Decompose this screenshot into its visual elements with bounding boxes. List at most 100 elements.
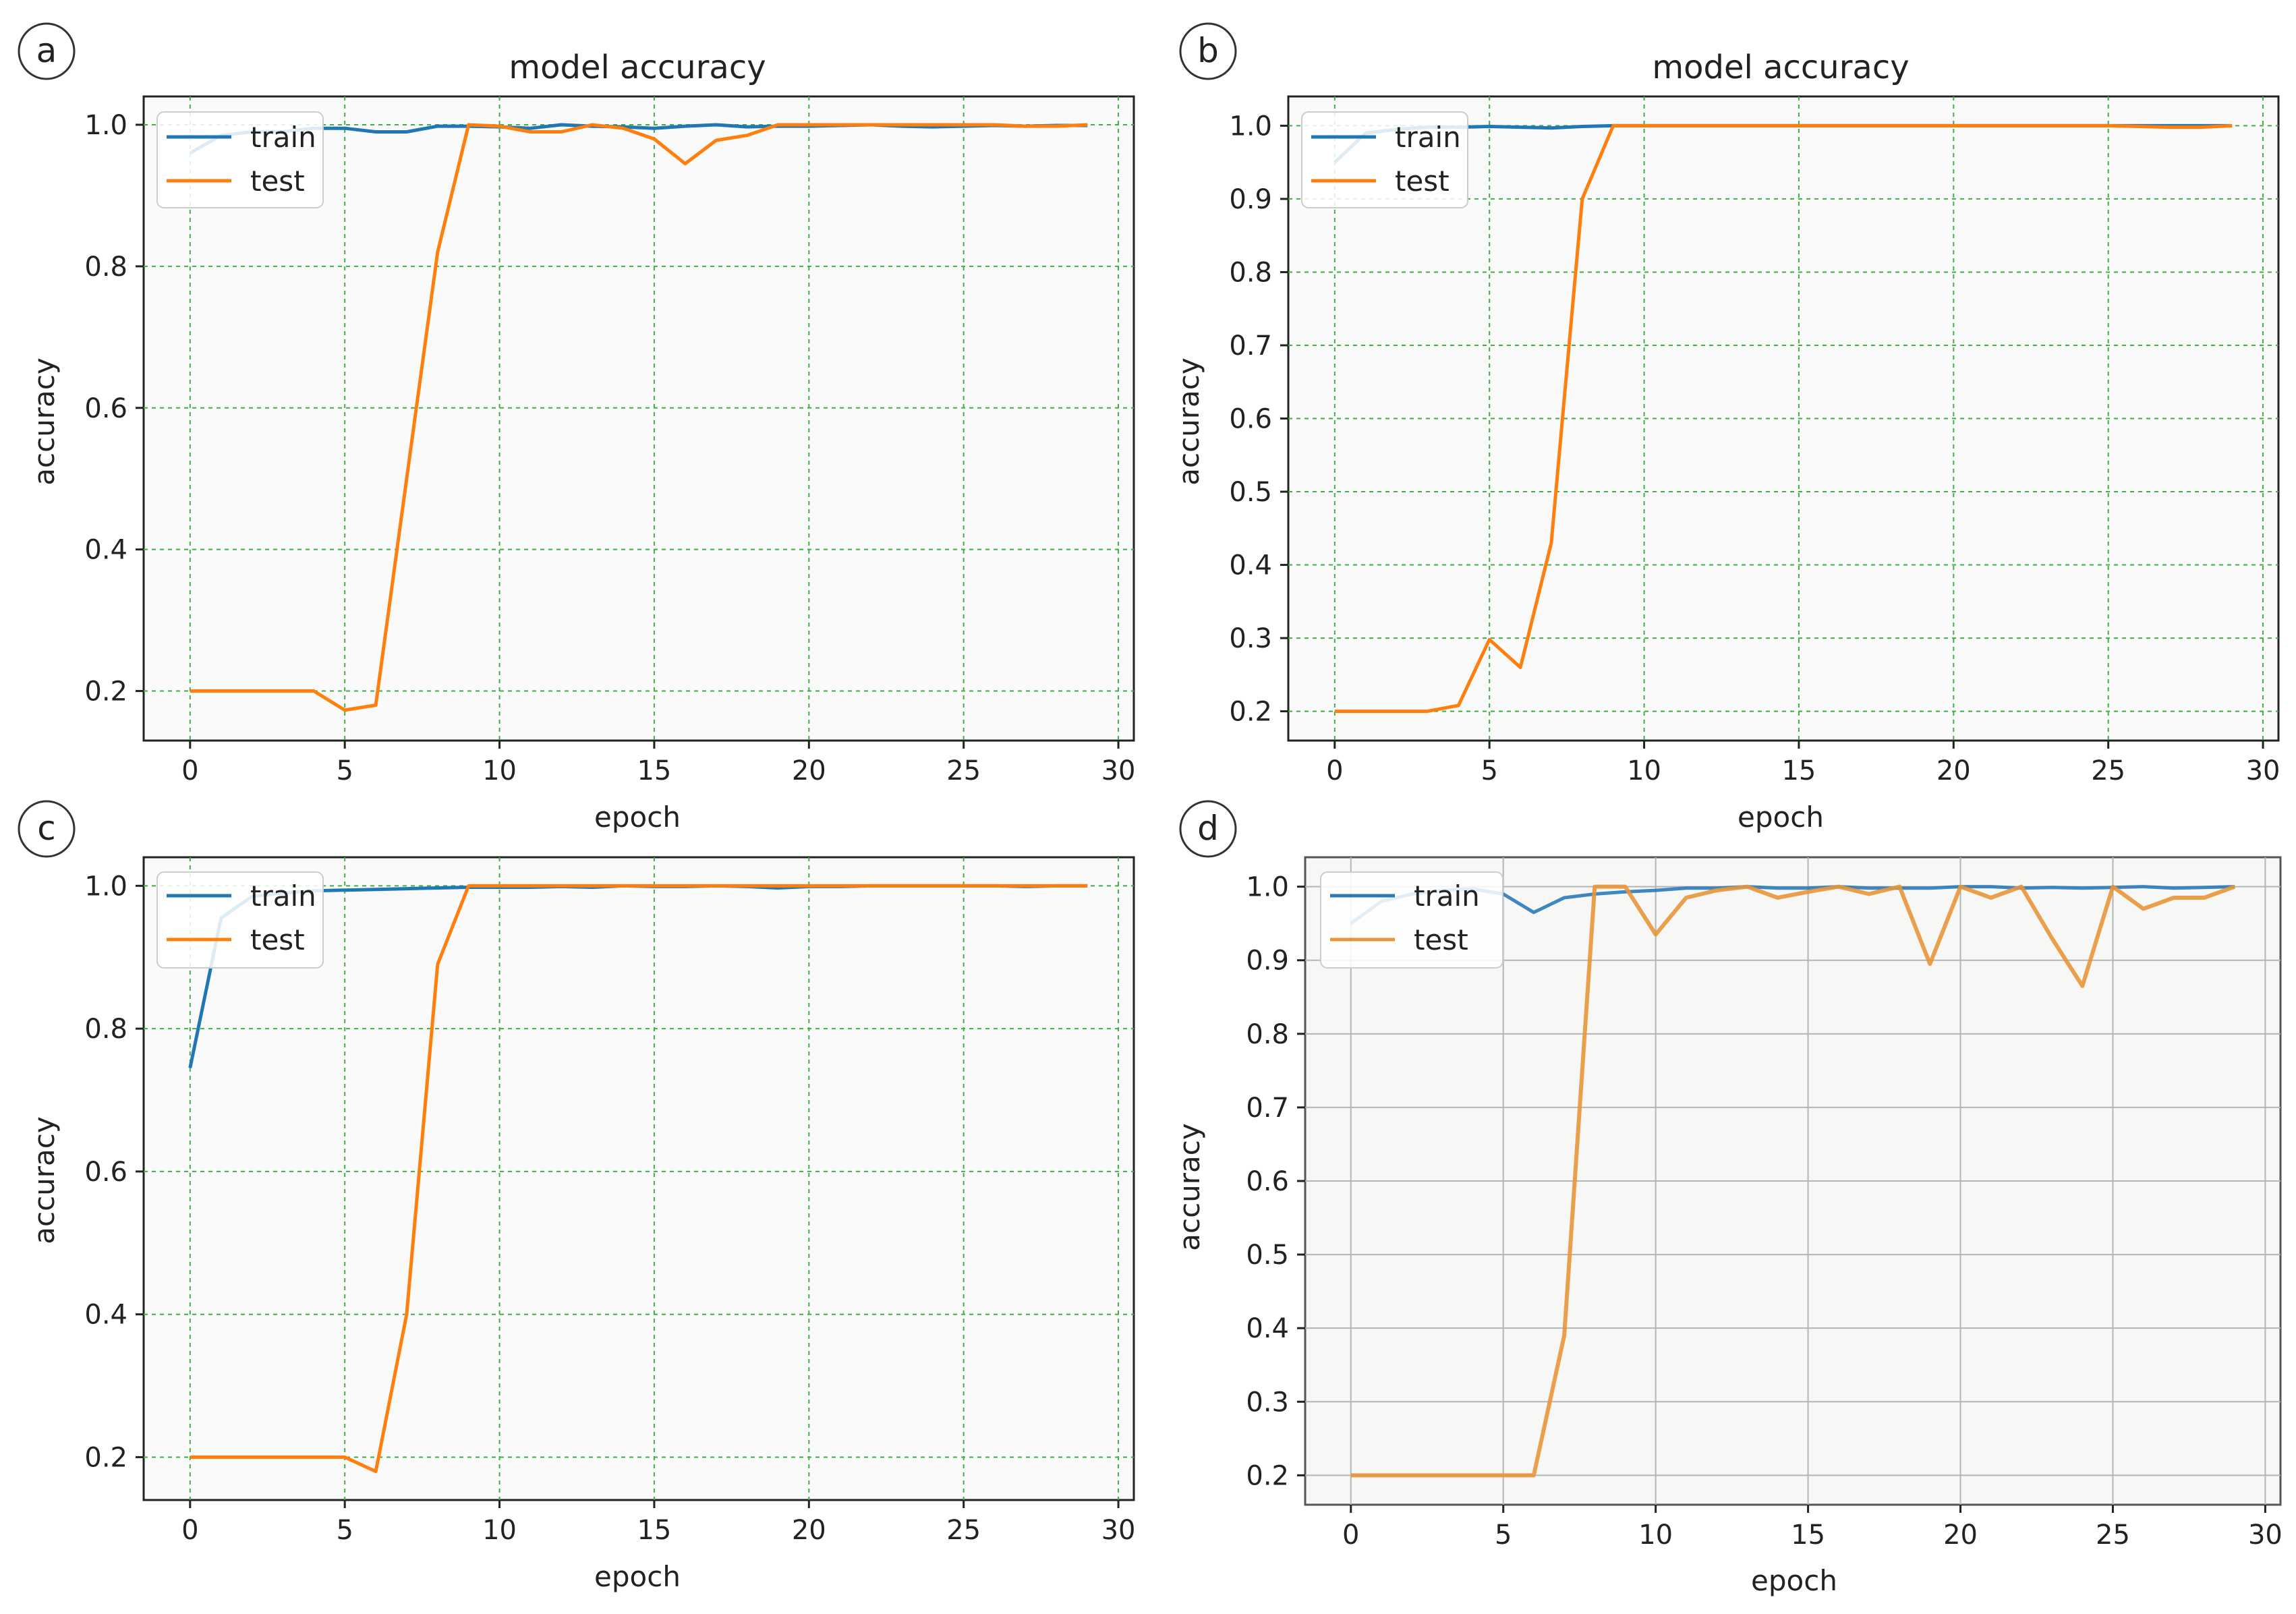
panel-label-c: c	[37, 809, 56, 848]
x-tick-label-a-3: 15	[637, 755, 671, 786]
panel-label-a: a	[36, 31, 57, 70]
gridlines-b	[1288, 96, 2278, 741]
x-tick-label-d-6: 30	[2248, 1520, 2283, 1551]
y-axis-label-a: accuracy	[28, 357, 61, 486]
legend-b: train test	[1301, 111, 1468, 208]
legend-label-test-d: test	[1414, 923, 1468, 956]
x-axis-label-a: epoch	[594, 801, 681, 834]
gridlines-d	[1305, 857, 2280, 1505]
panel-b: b model accuracy 0 5 10 15 20 25 30 0.20.30.40…	[1172, 22, 2280, 834]
legend-label-train-c: train	[250, 880, 316, 913]
x-tick-label-c-5: 25	[946, 1515, 981, 1546]
panel-badge-c	[18, 800, 76, 858]
y-ticks-b: 0.2 0.3 0.4 0.5 0.6 0.7 0.8 0.9 1.0	[1229, 111, 1288, 728]
series-line-test-c	[190, 884, 1088, 1474]
x-tick-label-b-6: 30	[2246, 755, 2280, 786]
x-tick-label-b-5: 25	[2091, 755, 2125, 786]
y-tick-label-d-3: 0.5	[1246, 1240, 1289, 1271]
x-tick-label-c-1: 5	[336, 1515, 353, 1546]
y-tick-label-c-1: 0.4	[84, 1300, 127, 1331]
y-tick-label-d-1: 0.3	[1246, 1387, 1289, 1418]
legend-a: train test	[156, 111, 324, 208]
y-ticks-a: 0.2 0.4 0.6 0.8 1.0	[84, 110, 144, 708]
x-tick-label-c-4: 20	[792, 1515, 826, 1546]
y-tick-label-d-2: 0.4	[1246, 1313, 1289, 1344]
x-tick-label-d-1: 5	[1495, 1520, 1512, 1551]
y-tick-label-b-5: 0.7	[1229, 330, 1272, 362]
y-tick-label-d-4: 0.6	[1246, 1166, 1289, 1197]
y-axis-label-b: accuracy	[1172, 357, 1205, 486]
x-tick-label-a-0: 0	[181, 755, 198, 786]
y-tick-label-b-0: 0.2	[1229, 697, 1272, 728]
y-tick-label-c-0: 0.2	[84, 1442, 127, 1473]
series-line-test-d	[1350, 884, 2236, 1478]
y-tick-label-b-7: 0.9	[1229, 184, 1272, 215]
x-tick-label-b-4: 20	[1936, 755, 1971, 786]
panel-d: d 0 5 10 15 20 25 30 0.2 0.3 0.4 0.5 0.6 0.7 0.8 0.9 1…	[1173, 800, 2283, 1597]
panel-label-b: b	[1197, 31, 1219, 70]
y-tick-label-a-4: 1.0	[84, 110, 127, 141]
legend-label-test-a: test	[250, 165, 305, 198]
y-axis-label-d: accuracy	[1173, 1123, 1206, 1251]
x-tick-label-a-5: 25	[946, 755, 981, 786]
legend-d: train test	[1320, 871, 1503, 969]
series-line-test-b	[1334, 123, 2233, 714]
y-tick-label-d-7: 0.9	[1246, 946, 1289, 977]
panel-a: a model accuracy 0 5 10 15 20 25 30 0.20.40.60…	[18, 22, 1136, 834]
legend-label-test-c: test	[250, 923, 305, 956]
x-axis-label-c: epoch	[594, 1560, 681, 1593]
y-ticks-c: 0.2 0.4 0.6 0.8 1.0	[84, 871, 144, 1473]
x-ticks-c: 0 5 10 15 20 25 30	[181, 1500, 1136, 1546]
y-tick-label-b-3: 0.5	[1229, 477, 1272, 508]
y-tick-label-a-0: 0.2	[84, 676, 127, 708]
x-tick-label-a-6: 30	[1101, 755, 1136, 786]
series-line-test-a	[190, 123, 1088, 712]
panel-badge-d	[1179, 800, 1237, 858]
y-tick-label-b-1: 0.3	[1229, 623, 1272, 654]
y-axis-label-c: accuracy	[28, 1116, 61, 1244]
x-tick-label-d-2: 10	[1638, 1520, 1673, 1551]
y-tick-label-a-1: 0.4	[84, 535, 127, 566]
x-tick-label-c-2: 10	[482, 1515, 517, 1546]
y-ticks-d: 0.2 0.3 0.4 0.5 0.6 0.7 0.8 0.9 1.0	[1246, 872, 1305, 1491]
y-tick-label-b-6: 0.8	[1229, 257, 1272, 288]
y-tick-label-d-8: 1.0	[1246, 872, 1289, 903]
x-tick-label-b-2: 10	[1627, 755, 1661, 786]
panel-label-d: d	[1197, 809, 1219, 848]
legend-label-train-a: train	[250, 121, 316, 154]
x-tick-label-a-4: 20	[792, 755, 826, 786]
x-tick-label-a-2: 10	[482, 755, 517, 786]
x-ticks-d: 0 5 10 15 20 25 30	[1342, 1505, 2283, 1551]
x-ticks-a: 0 5 10 15 20 25 30	[181, 741, 1136, 786]
x-tick-label-c-6: 30	[1101, 1515, 1136, 1546]
chart-title-b: model accuracy	[1652, 49, 1909, 86]
y-tick-label-c-4: 1.0	[84, 871, 127, 902]
x-tick-label-c-0: 0	[181, 1515, 198, 1546]
x-ticks-b: 0 5 10 15 20 25 30	[1326, 741, 2280, 786]
y-tick-label-b-2: 0.4	[1229, 550, 1272, 581]
x-tick-label-d-4: 20	[1943, 1520, 1978, 1551]
y-tick-label-b-4: 0.6	[1229, 404, 1272, 435]
gridlines-a	[144, 96, 1134, 741]
y-tick-label-b-8: 1.0	[1229, 111, 1272, 142]
y-tick-label-a-3: 0.8	[84, 252, 127, 283]
series-line-train-a	[189, 123, 1088, 155]
x-tick-label-d-0: 0	[1342, 1520, 1359, 1551]
x-tick-label-b-3: 15	[1781, 755, 1816, 786]
legend-label-test-b: test	[1395, 165, 1450, 198]
x-tick-label-b-0: 0	[1326, 755, 1343, 786]
y-tick-label-c-3: 0.8	[84, 1014, 127, 1045]
x-tick-label-b-1: 5	[1481, 755, 1497, 786]
x-tick-label-d-3: 15	[1791, 1520, 1825, 1551]
legend-label-train-b: train	[1395, 121, 1461, 154]
legend-c: train test	[156, 871, 324, 969]
y-tick-label-d-6: 0.8	[1246, 1019, 1289, 1050]
legend-label-train-d: train	[1414, 880, 1480, 913]
x-axis-label-b: epoch	[1738, 801, 1824, 834]
x-axis-label-d: epoch	[1751, 1564, 1837, 1597]
y-tick-label-a-2: 0.6	[84, 393, 127, 424]
chart-title-a: model accuracy	[509, 49, 766, 86]
panel-badge-b	[1179, 22, 1237, 80]
x-tick-label-d-5: 25	[2096, 1520, 2130, 1551]
